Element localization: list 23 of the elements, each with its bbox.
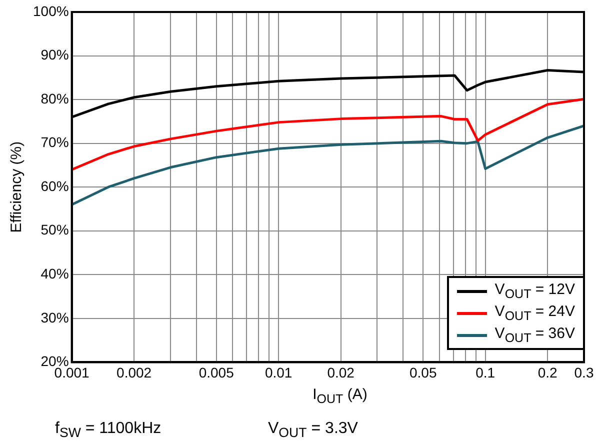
y-tick-label: 100% <box>32 2 69 19</box>
x-tick-label: 0.02 <box>327 364 355 380</box>
x-tick-label: 0.005 <box>198 364 234 380</box>
x-axis-title: I$_{OUT}$ (A) <box>312 386 368 406</box>
x-tick-label: 0.3 <box>574 364 594 380</box>
y-tick-label: 70% <box>40 134 69 150</box>
x-tick-label: 0.002 <box>116 364 152 380</box>
x-tick-label: 0.05 <box>409 364 437 380</box>
text: V$_{OUT}$ = 3.3V <box>268 420 358 440</box>
legend-label: V$_{OUT}$ = 12V <box>494 281 575 301</box>
x-tick-label: 0.2 <box>538 364 558 380</box>
text: f$_{SW}$ = 1100kHz <box>55 420 162 440</box>
x-tick-label: 0.1 <box>476 364 496 380</box>
legend-label: V$_{OUT}$ = 24V <box>494 303 575 323</box>
y-tick-label: 30% <box>40 309 69 326</box>
legend-label: V$_{OUT}$ = 36V <box>494 325 575 345</box>
y-tick-label: 90% <box>40 46 69 63</box>
y-tick-label: 80% <box>40 90 69 106</box>
y-tick-label: 60% <box>40 178 69 194</box>
y-tick-label: 40% <box>40 266 69 282</box>
y-axis-title: Efficiency (%) <box>8 141 26 233</box>
x-tick-label: 0.01 <box>264 364 292 380</box>
y-tick-label: 50% <box>40 222 69 238</box>
